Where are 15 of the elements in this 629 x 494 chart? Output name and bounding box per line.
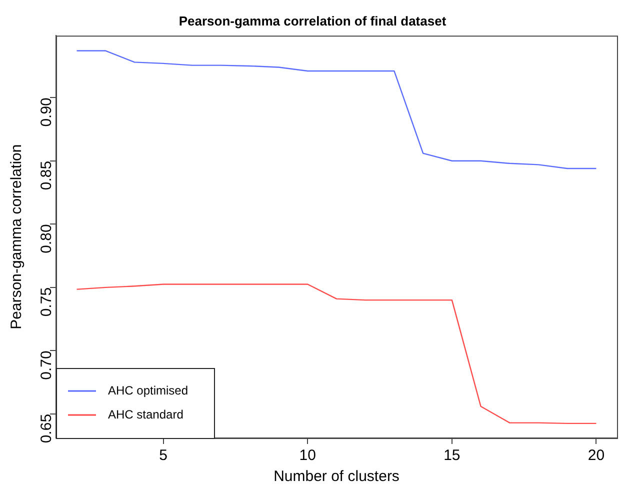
y-tick-label: 0.85: [38, 160, 56, 190]
y-tick-label: 0.75: [38, 287, 56, 317]
y-tick-label: 0.65: [38, 414, 56, 444]
y-axis-title: Pearson-gamma correlation: [8, 144, 26, 330]
y-tick-label: 0.80: [38, 224, 56, 254]
legend-label: AHC standard: [108, 407, 184, 422]
x-axis-title: Number of clusters: [274, 468, 400, 486]
x-tick-label: 10: [299, 447, 316, 464]
x-tick-label: 5: [159, 447, 168, 464]
chart-title: Pearson-gamma correlation of final dataset: [178, 13, 447, 28]
y-tick-label: 0.90: [38, 98, 56, 127]
x-tick-label: 20: [588, 447, 605, 464]
y-tick-label: 0.70: [38, 350, 56, 380]
x-tick-label: 15: [444, 447, 460, 464]
legend-label: AHC optimised: [108, 383, 188, 398]
